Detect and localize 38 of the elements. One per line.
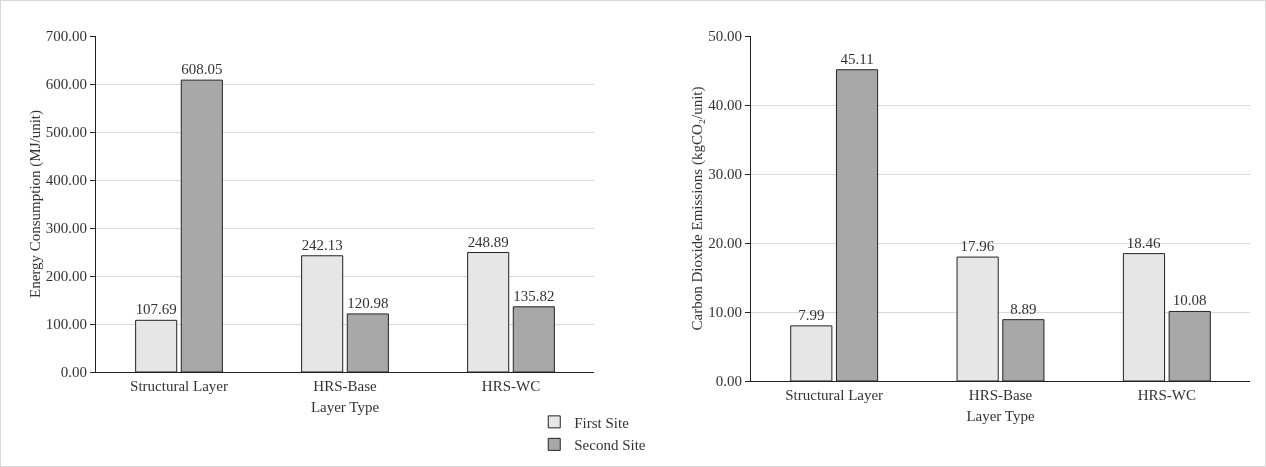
data-label: 7.99 [798,306,825,323]
data-label: 608.05 [181,61,223,78]
data-label: 17.96 [960,238,995,255]
x-tick-label: HRS-Base [313,378,377,394]
legend-label: First Site [574,414,630,431]
y-tick-label: 30.00 [708,166,742,183]
y-tick-label: 20.00 [708,235,742,252]
x-tick-label: Structural Layer [130,378,228,394]
y-tick-label: 0.00 [715,373,742,390]
y-tick-label: 10.00 [708,304,742,321]
data-label: 242.13 [301,236,343,253]
y-tick-label: 400.00 [45,172,87,189]
y-tick-label: 200.00 [45,268,87,285]
y-tick-label: 600.00 [45,76,87,93]
data-label: 248.89 [467,233,509,250]
x-axis-title: Layer Type [310,399,380,415]
x-tick-label: HRS-WC [1137,387,1196,403]
y-tick-label: 0.00 [60,364,87,381]
data-label: 45.11 [840,50,874,67]
y-axis-title: Energy Consumption (MJ/unit) [26,109,44,299]
y-tick-label: 40.00 [708,97,742,114]
y-tick-label: 50.00 [708,28,742,45]
data-label: 107.69 [135,301,177,318]
y-tick-label: 700.00 [45,28,87,45]
x-axis-title: Layer Type [966,408,1035,424]
legend-label: Second Site [574,437,646,454]
x-tick-label: HRS-WC [481,378,541,394]
x-tick-label: HRS-Base [968,387,1033,403]
data-label: 135.82 [513,287,555,304]
x-tick-label: Structural Layer [785,387,884,403]
data-label: 10.08 [1172,292,1207,309]
y-tick-label: 100.00 [45,316,87,333]
data-label: 8.89 [1010,300,1037,317]
data-label: 120.98 [347,294,389,311]
y-axis-title: Carbon Dioxide Emissions (kgCO₂/unit) [689,86,707,331]
y-tick-label: 500.00 [45,124,87,141]
y-tick-label: 300.00 [45,220,87,237]
data-label: 18.46 [1126,234,1162,251]
